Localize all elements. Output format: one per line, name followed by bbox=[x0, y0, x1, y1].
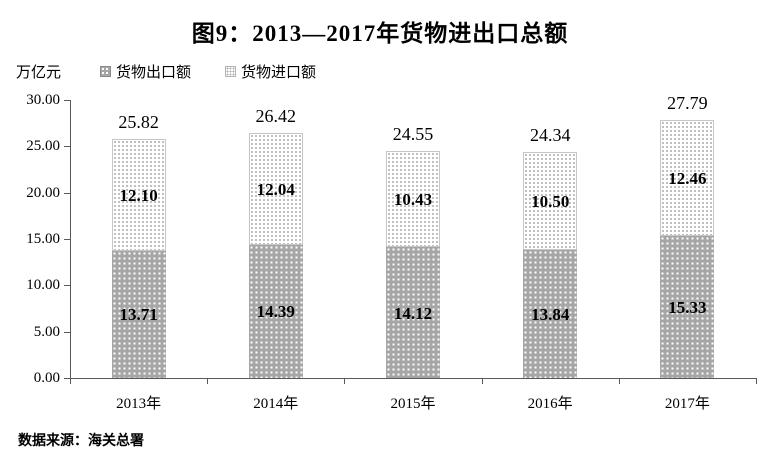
chart-title: 图9：2013—2017年货物进出口总额 bbox=[191, 21, 569, 46]
x-axis-category-label: 2013年 bbox=[116, 396, 162, 412]
x-axis-line bbox=[70, 378, 757, 379]
x-axis-tick bbox=[618, 378, 620, 384]
x-axis-tick bbox=[756, 378, 757, 384]
import-value-label: 12.46 bbox=[668, 169, 707, 189]
export-value-label: 14.39 bbox=[256, 302, 295, 322]
bar-import-segment bbox=[248, 133, 303, 245]
legend: 货物出口额 货物进口额 bbox=[100, 61, 316, 82]
y-axis-tick-label: 25.00 bbox=[26, 138, 60, 155]
bar-export-segment bbox=[248, 244, 303, 378]
export-value-label: 14.12 bbox=[393, 303, 433, 323]
import-value-label: 10.50 bbox=[531, 192, 570, 212]
legend-label-import: 货物进口额 bbox=[241, 64, 317, 81]
import-value-label: 12.10 bbox=[119, 185, 158, 205]
legend-item-import: 货物进口额 bbox=[225, 61, 316, 82]
x-axis-tick bbox=[481, 378, 483, 384]
export-value-label: 15.33 bbox=[668, 297, 707, 317]
export-swatch-icon bbox=[100, 66, 111, 77]
y-axis-tick-label: 5.00 bbox=[33, 323, 60, 340]
y-axis-tick bbox=[64, 285, 70, 287]
data-source-note: 数据来源：海关总署 bbox=[18, 432, 144, 448]
export-value-label: 13.84 bbox=[531, 304, 570, 324]
x-axis-category-label: 2016年 bbox=[527, 396, 573, 412]
x-axis-tick bbox=[344, 378, 346, 384]
total-value-label: 26.42 bbox=[255, 106, 297, 127]
bar-export-segment bbox=[523, 249, 578, 378]
y-axis-tick-label: 10.00 bbox=[26, 277, 60, 294]
y-axis-tick-label: 0.00 bbox=[33, 370, 60, 386]
y-axis-tick-label: 20.00 bbox=[26, 184, 60, 201]
x-axis-tick bbox=[207, 378, 209, 384]
bar-import-segment bbox=[660, 120, 715, 236]
bar-import-segment bbox=[386, 150, 440, 248]
y-axis-tick-label: 15.00 bbox=[26, 231, 60, 247]
total-value-label: 27.79 bbox=[667, 93, 708, 114]
y-axis-unit-label: 万亿元 bbox=[16, 64, 62, 81]
x-axis-tick bbox=[70, 378, 71, 384]
import-value-label: 10.43 bbox=[393, 189, 433, 209]
y-axis-tick bbox=[64, 146, 70, 148]
y-axis-tick-label: 30.00 bbox=[26, 92, 60, 108]
x-axis-category-label: 2014年 bbox=[253, 396, 299, 412]
y-axis-tick bbox=[64, 239, 70, 240]
x-axis-category-label: 2015年 bbox=[390, 396, 436, 412]
bar-export-segment bbox=[386, 247, 440, 378]
y-axis-tick bbox=[64, 331, 70, 333]
total-value-label: 24.55 bbox=[392, 123, 434, 144]
bar-import-segment bbox=[111, 138, 166, 251]
y-axis-tick bbox=[64, 100, 70, 101]
y-axis-tick bbox=[64, 192, 70, 194]
x-axis-category-label: 2017年 bbox=[664, 396, 710, 412]
total-value-label: 25.82 bbox=[118, 111, 159, 132]
bar-export-segment bbox=[660, 235, 715, 378]
legend-label-export: 货物出口额 bbox=[116, 64, 192, 81]
bar-import-segment bbox=[523, 152, 578, 250]
bar-export-segment bbox=[111, 250, 166, 378]
y-axis-tick bbox=[64, 378, 70, 379]
legend-item-export: 货物出口额 bbox=[100, 61, 191, 82]
import-value-label: 12.04 bbox=[256, 179, 295, 199]
export-value-label: 13.71 bbox=[119, 305, 158, 325]
y-axis-line bbox=[70, 100, 71, 378]
total-value-label: 24.34 bbox=[529, 125, 571, 146]
import-swatch-icon bbox=[225, 66, 237, 77]
